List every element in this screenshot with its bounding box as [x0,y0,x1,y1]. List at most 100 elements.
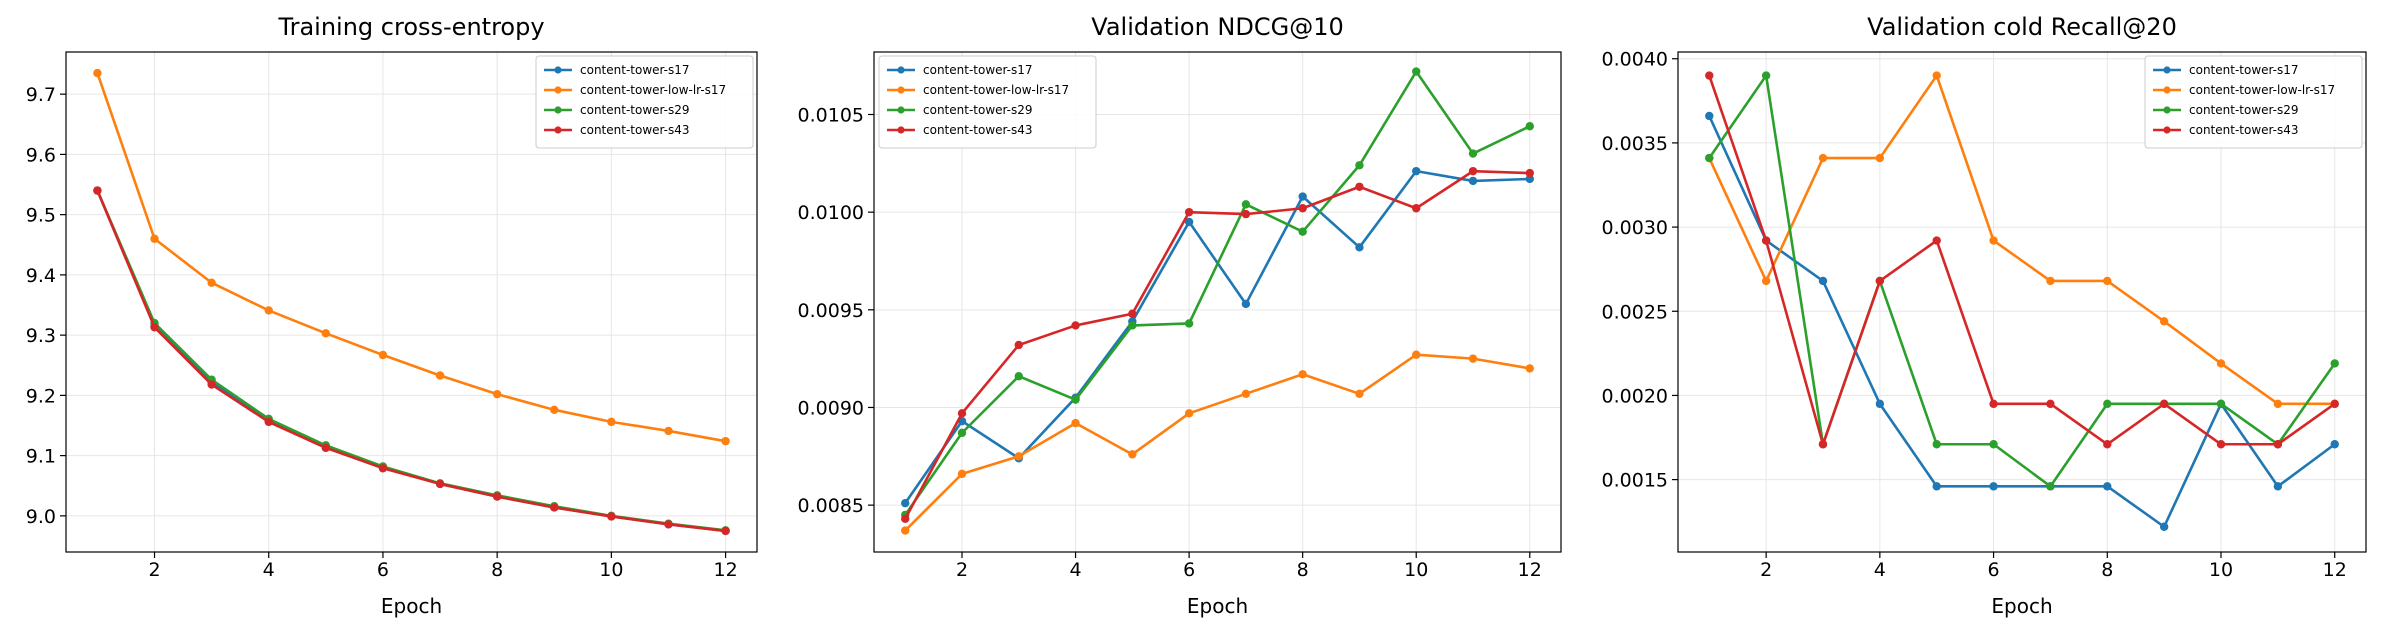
data-point [607,417,616,427]
legend-entry: content-tower-s17 [2189,63,2299,77]
series-line-content-tower-low-lr-s17 [1708,74,2335,406]
series-line-content-tower-low-lr-s17 [96,72,726,443]
data-point [1241,209,1251,219]
data-point [150,234,159,243]
legend-entry: content-tower-low-lr-s17 [2189,83,2335,97]
series-line-content-tower-s43 [96,190,726,533]
chart-panel-1: 2 4 6 8 10 12 9.0 9.1 9.2 9.3 9.4 9.5 9.6 9.7 Training… [26,13,758,618]
chart-title: Training cross-entropy [277,13,544,41]
data-point [1071,395,1080,404]
chart-title: Validation NDCG@10 [1091,13,1343,41]
legend-marker [897,126,905,134]
legend-entry: content-tower-s43 [2189,123,2299,137]
data-point [93,186,102,195]
legend-marker [2163,106,2171,114]
data-point [1705,71,1714,80]
y-tick-label: 0.0035 [1602,133,1668,155]
data-point [721,436,730,446]
y-tick-label: 9.1 [26,446,56,468]
x-tick-label: 4 [1070,559,1082,581]
series-line-content-tower-s17 [904,169,1530,504]
data-point [664,426,673,436]
data-point [492,389,502,399]
data-point [1761,236,1771,245]
x-tick-label: 10 [2209,559,2233,581]
data-point [1412,67,1421,76]
data-point [150,323,159,332]
x-tick-label: 6 [1183,559,1195,581]
y-tick-label: 0.0020 [1602,385,1668,407]
data-point [1818,276,1828,286]
x-tick-label: 12 [713,559,737,581]
data-point [2273,399,2283,409]
data-point [1468,176,1478,186]
data-point [2103,440,2112,449]
x-axis-label: Epoch [1991,594,2052,618]
data-point [1241,200,1251,209]
data-point [1184,319,1194,328]
data-point [2216,399,2226,409]
data-point [1875,153,1885,163]
data-point [1355,182,1364,191]
data-point [1128,309,1137,318]
data-point [1705,111,1714,121]
legend-entry: content-tower-s43 [580,123,690,137]
legend-marker [2163,126,2171,134]
legend-entry: content-tower-low-lr-s17 [923,83,1069,97]
data-point [1071,418,1080,428]
data-point [2330,399,2339,409]
data-point [721,526,730,536]
data-point [1818,153,1828,163]
data-point [1705,153,1714,163]
data-point [1355,243,1364,252]
data-point [1525,168,1534,178]
data-point [1761,276,1771,286]
data-point [264,417,273,427]
legend-marker [2163,66,2171,74]
series-line-content-tower-low-lr-s17 [904,353,1530,532]
legend-entry: content-tower-low-lr-s17 [580,83,726,97]
series-line-content-tower-s43 [1708,75,2336,446]
data-point [321,443,331,452]
data-point [2330,359,2339,368]
y-tick-label: 9.4 [26,265,56,287]
data-point [1989,482,1998,491]
x-tick-label: 2 [1760,559,1772,581]
data-point [1128,321,1137,330]
data-point [1355,389,1364,398]
data-point [2046,276,2055,286]
data-point [901,498,910,508]
data-point [2273,482,2283,491]
legend-box [2144,55,2363,149]
data-point [1989,399,1998,409]
legend-marker [554,66,562,74]
data-point [2159,399,2169,409]
x-tick-label: 2 [148,559,160,581]
x-tick-label: 12 [2323,559,2347,581]
data-point [207,278,216,287]
data-point [264,306,273,315]
y-tick-label: 0.0015 [1602,470,1668,492]
data-point [435,479,445,489]
y-tick-label: 0.0100 [798,202,864,224]
data-point [1412,166,1421,176]
data-point [1014,452,1023,461]
data-point [1412,350,1421,359]
series-line-content-tower-s17 [1708,115,2336,529]
data-point [321,329,331,338]
data-point [1298,227,1307,236]
data-point [1014,340,1023,350]
x-tick-label: 10 [599,559,623,581]
legend-marker [897,86,905,94]
data-point [1014,372,1023,381]
legend-entry: content-tower-s29 [923,103,1033,117]
y-tick-label: 9.6 [26,144,56,166]
legend-marker [2163,86,2171,94]
x-tick-label: 12 [1518,559,1542,581]
data-point [1875,399,1885,409]
legend: content-tower-s17 content-tower-low-lr-s1… [878,55,1097,149]
series-line-content-tower-s43 [904,169,1530,520]
legend-marker [554,86,562,94]
data-point [1525,122,1534,131]
